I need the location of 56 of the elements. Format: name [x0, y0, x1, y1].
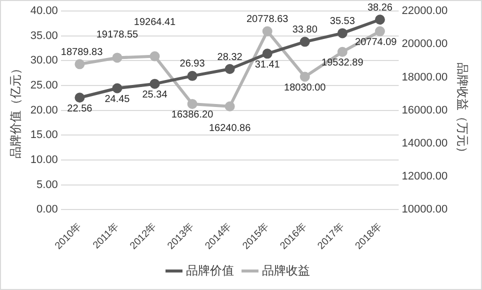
data-label: 22.56: [67, 103, 93, 114]
y2-axis-title: 品牌收益（万元）: [455, 62, 470, 158]
data-label: 20774.09: [355, 37, 398, 48]
y2-tick-label: 22000.00: [402, 5, 448, 18]
point: [150, 51, 160, 62]
y2-tick-label: 16000.00: [402, 104, 448, 116]
point: [337, 28, 348, 38]
data-label: 38.26: [367, 2, 393, 14]
y-axis-title: 品牌价值（亿元）: [8, 62, 23, 158]
y2-tick-label: 12000.00: [402, 170, 448, 183]
y-tick-label: 10.00: [30, 154, 58, 166]
point: [374, 14, 385, 25]
y-tick-label: 40.00: [30, 5, 58, 18]
point: [224, 64, 235, 74]
data-label: 16240.86: [208, 123, 252, 134]
data-label: 24.45: [104, 94, 130, 105]
y-tick-label: 20.00: [30, 104, 58, 116]
legend-label: 品牌价值: [186, 263, 234, 278]
point: [187, 98, 198, 109]
data-label: 19178.55: [96, 29, 139, 40]
point: [112, 52, 122, 63]
point: [374, 26, 385, 36]
point: [300, 72, 310, 82]
point: [262, 48, 272, 59]
data-label: 19532.89: [322, 58, 364, 69]
data-label: 18030.00: [284, 82, 326, 94]
y2-tick-label: 14000.00: [402, 138, 448, 150]
data-label: 19264.41: [134, 17, 176, 28]
data-label: 26.93: [180, 58, 206, 70]
point: [337, 46, 348, 57]
data-label: 31.41: [254, 59, 280, 70]
data-label: 16386.20: [171, 110, 214, 121]
point: [74, 92, 85, 103]
point: [224, 101, 235, 112]
y2-tick-label: 20000.00: [402, 38, 448, 50]
point: [187, 70, 198, 81]
y-tick-label: 5.00: [36, 178, 58, 191]
point: [74, 59, 85, 70]
legend-label: 品牌收益: [262, 263, 310, 278]
y-tick-label: 0.00: [36, 204, 58, 216]
y2-tick-label: 18000.00: [402, 71, 448, 84]
data-label: 35.53: [330, 16, 356, 27]
data-label: 25.34: [142, 90, 168, 101]
point: [262, 26, 272, 36]
y-tick-label: 25.00: [30, 80, 58, 92]
data-label: 18789.83: [60, 46, 104, 58]
data-label: 28.32: [217, 52, 243, 63]
y-tick-label: 30.00: [30, 54, 58, 67]
point: [150, 78, 160, 89]
point: [300, 36, 310, 47]
point: [112, 83, 122, 94]
y-tick-label: 35.00: [30, 30, 58, 42]
y-tick-label: 15.00: [30, 129, 58, 142]
data-label: 20778.63: [246, 14, 289, 25]
data-label: 33.80: [292, 24, 318, 36]
y2-tick-label: 10000.00: [402, 204, 448, 216]
